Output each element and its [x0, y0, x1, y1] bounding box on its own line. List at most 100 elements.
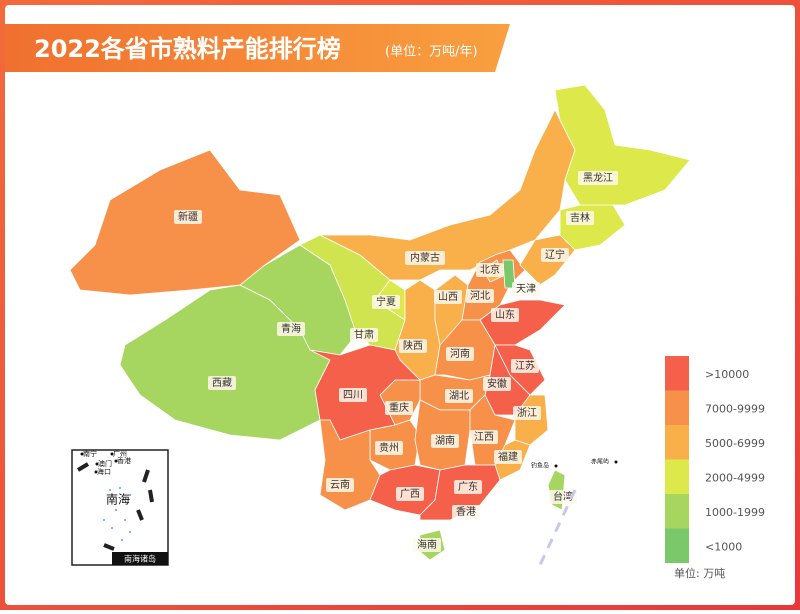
- province-label: 贵州: [379, 441, 399, 454]
- province-label-bg: [494, 450, 522, 464]
- island-dot: [111, 527, 113, 529]
- island-dot: [109, 489, 111, 491]
- province-label: 重庆: [389, 401, 409, 414]
- province-label-bg: [208, 376, 236, 390]
- province-label-bg: [445, 389, 473, 403]
- legend-swatch: [665, 494, 689, 529]
- province-label: 香港: [456, 506, 476, 518]
- inset: [71, 449, 169, 566]
- province-label-bg: [476, 263, 504, 277]
- province-label-bg: [452, 505, 480, 519]
- province-label: 湖北: [449, 390, 469, 402]
- province-label: 湖南: [435, 434, 455, 447]
- legend-swatch: [665, 528, 689, 563]
- province-label-bg: [277, 322, 305, 336]
- boundary-dash: [538, 489, 577, 566]
- legend-swatch: [665, 459, 689, 494]
- inset-title-bg: [112, 552, 168, 565]
- province-label-bg: [399, 339, 427, 353]
- province-label: 浙江: [517, 407, 537, 419]
- province-label: 河北: [470, 290, 490, 302]
- island-dot: [103, 519, 105, 521]
- province-label-bg: [372, 295, 400, 309]
- province-label-bg: [413, 538, 441, 552]
- province-label: 陕西: [403, 339, 423, 352]
- island-label: 赤尾屿: [591, 458, 609, 466]
- province-label-bg: [512, 282, 540, 296]
- province-label: 山西: [438, 291, 458, 303]
- province-label: 宁夏: [376, 295, 396, 308]
- city-dot: [114, 459, 118, 463]
- province-label: 北京: [480, 263, 500, 276]
- province-label: 广东: [458, 480, 478, 493]
- province-label-bg: [466, 289, 494, 303]
- legend-label: 7000-9999: [705, 403, 765, 416]
- province-label: 新疆: [178, 210, 198, 223]
- province-label: 江西: [474, 431, 494, 443]
- province-label: 甘肃: [354, 328, 374, 341]
- city-dot: [94, 470, 98, 474]
- city-dot: [95, 462, 99, 466]
- title-banner: [5, 24, 510, 72]
- island-dot: [129, 531, 131, 533]
- province-label-bg: [396, 487, 424, 501]
- inset-title: 南海诸岛: [124, 554, 156, 564]
- inset-box: [71, 449, 169, 566]
- legend-label: 1000-1999: [705, 506, 765, 519]
- province-label-bg: [566, 211, 594, 225]
- province-label: 江苏: [515, 359, 535, 372]
- province-label: 吉林: [570, 211, 590, 224]
- province-label-bg: [511, 359, 539, 373]
- island-dot: [119, 487, 121, 489]
- province-label: 四川: [343, 390, 363, 401]
- province-label-bg: [446, 347, 474, 361]
- city-label: 澳门: [98, 459, 112, 468]
- province-label-bg: [454, 480, 482, 494]
- inset-lines: [76, 462, 154, 551]
- province-label-bg: [470, 430, 498, 444]
- city-label: 南宁: [83, 449, 97, 458]
- island-dot: [554, 464, 558, 468]
- legend: >10000 7000-9999 5000-6999 2000-4999 1000-19…: [665, 356, 765, 580]
- province-label-bg: [385, 401, 413, 415]
- legend-swatch: [665, 390, 689, 425]
- province-label-bg: [549, 490, 577, 504]
- province-label-bg: [434, 290, 462, 304]
- province-label: 辽宁: [545, 248, 565, 261]
- province-label-bg: [513, 406, 541, 420]
- island-dot: [121, 539, 123, 541]
- province-label-bg: [375, 441, 403, 455]
- province-label: 广西: [400, 488, 420, 500]
- province-label-bg: [174, 210, 202, 224]
- province-label: 青海: [281, 322, 301, 335]
- island-label: 钓鱼岛: [531, 462, 549, 470]
- legend-label: 5000-6999: [705, 437, 765, 450]
- province-label: 福建: [498, 450, 518, 463]
- legend-label: 2000-4999: [705, 472, 765, 485]
- city-dot: [110, 452, 114, 456]
- province-label: 西藏: [212, 377, 232, 389]
- title: 2022各省市熟料产能排行榜: [34, 35, 341, 63]
- city-label: 广州: [113, 449, 127, 458]
- province-label: 天津: [516, 283, 536, 295]
- province-label-bg: [491, 308, 519, 322]
- province-label: 黑龙江: [583, 171, 613, 184]
- unit: (单位：万吨/年): [385, 45, 478, 60]
- province-label: 海南: [417, 538, 437, 551]
- legend-unit: 单位: 万吨: [674, 566, 725, 580]
- province-label-bg: [350, 328, 378, 342]
- province-label-bg: [339, 388, 367, 402]
- city-dot: [80, 452, 84, 456]
- legend-label: <1000: [705, 541, 742, 554]
- island-dot: [115, 509, 117, 511]
- province-label: 山东: [495, 308, 515, 321]
- province-label-bg: [431, 434, 459, 448]
- island-dot: [614, 460, 618, 464]
- province-label: 河南: [450, 347, 470, 360]
- province-label-bg: [578, 171, 618, 185]
- province-label: 安徽: [487, 377, 507, 390]
- island-dot: [124, 519, 126, 521]
- city-label: 香港: [117, 456, 131, 465]
